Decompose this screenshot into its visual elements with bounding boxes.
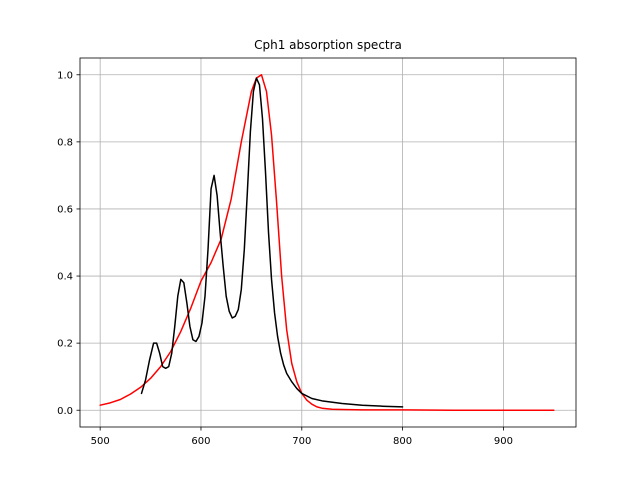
axis-ticks: 500 600 700 800 900 0.0 0.2 0.4 0.6 0.8 1.0 bbox=[57, 70, 513, 447]
grid bbox=[80, 58, 576, 427]
chart-title: Cph1 absorption spectra bbox=[254, 38, 402, 52]
y-tick-label: 0.8 bbox=[57, 137, 73, 148]
plot-series bbox=[99, 74, 555, 411]
x-tick-label: 700 bbox=[292, 436, 311, 447]
y-tick-label: 0.2 bbox=[57, 339, 73, 350]
y-tick-label: 0.0 bbox=[57, 406, 73, 417]
series-line-black bbox=[140, 77, 404, 408]
x-tick-label: 500 bbox=[91, 436, 110, 447]
series-line-red bbox=[99, 74, 555, 411]
y-tick-label: 0.6 bbox=[57, 205, 73, 216]
y-tick-label: 1.0 bbox=[57, 70, 73, 81]
y-tick-label: 0.4 bbox=[57, 272, 73, 283]
x-tick-label: 900 bbox=[494, 436, 513, 447]
x-tick-label: 800 bbox=[393, 436, 412, 447]
plot-frame bbox=[79, 57, 577, 428]
x-tick-label: 600 bbox=[191, 436, 210, 447]
